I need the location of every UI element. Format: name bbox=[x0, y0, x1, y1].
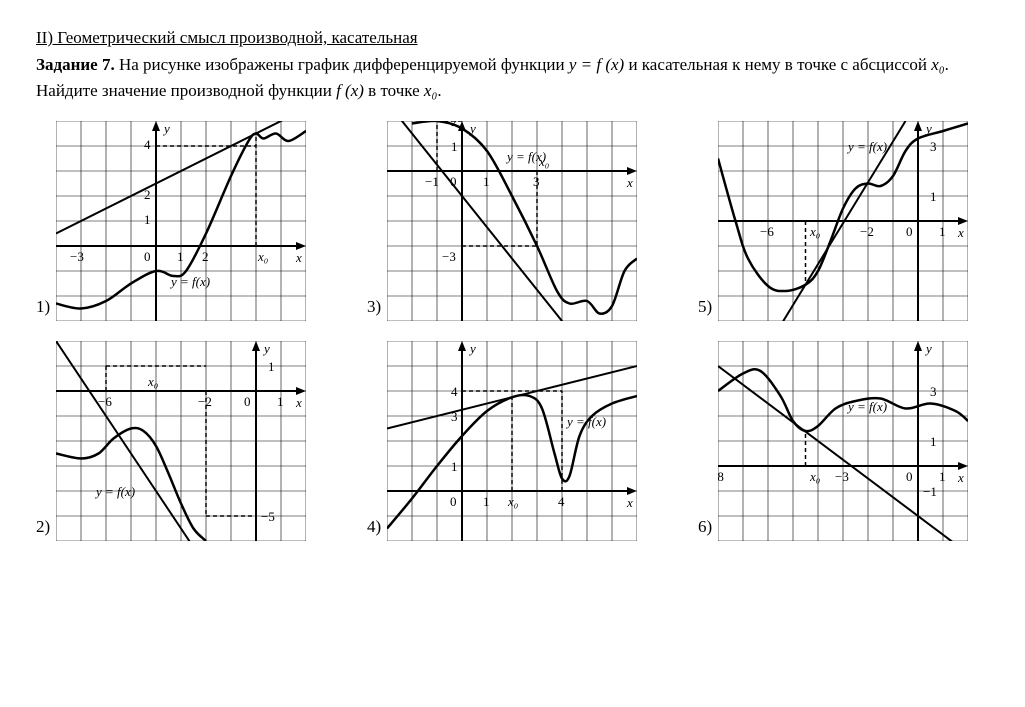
chart-svg-1: x y 1 2 4 1 2 −3 0 y = f(x) x₀ bbox=[56, 121, 306, 321]
svg-text:y: y bbox=[924, 121, 932, 136]
chart-svg-5: xy13−51−2−60y = f(x)x₀ bbox=[718, 121, 968, 321]
chart-cell-4: 4) x y 1 3 4 1 4 0 y = f(x) x₀ bbox=[367, 341, 658, 541]
svg-text:0: 0 bbox=[244, 394, 251, 409]
task-label: Задание 7. bbox=[36, 55, 115, 74]
svg-text:4: 4 bbox=[451, 384, 458, 399]
chart-number: 4) bbox=[367, 517, 381, 541]
svg-text:y: y bbox=[468, 341, 476, 356]
svg-text:1: 1 bbox=[483, 494, 490, 509]
svg-text:−5: −5 bbox=[261, 509, 275, 524]
svg-text:3: 3 bbox=[533, 174, 540, 189]
svg-text:x: x bbox=[957, 225, 964, 240]
chart-number: 3) bbox=[367, 297, 381, 321]
chart-cell-5: 5)xy13−51−2−60y = f(x)x₀ bbox=[698, 121, 989, 321]
svg-text:x₀: x₀ bbox=[257, 249, 268, 264]
svg-text:−6: −6 bbox=[760, 224, 774, 239]
svg-text:y = f(x): y = f(x) bbox=[169, 274, 210, 289]
svg-text:x: x bbox=[626, 495, 633, 510]
chart-cell-1: 1) x y 1 2 4 1 2 −3 0 y = f(x) x₀ bbox=[36, 121, 327, 321]
svg-text:2: 2 bbox=[202, 249, 209, 264]
svg-text:x₀: x₀ bbox=[507, 494, 518, 509]
svg-text:x₀: x₀ bbox=[809, 224, 820, 239]
chart-svg-4: x y 1 3 4 1 4 0 y = f(x) x₀ bbox=[387, 341, 637, 541]
svg-text:−2: −2 bbox=[860, 224, 874, 239]
svg-text:y = f(x): y = f(x) bbox=[846, 139, 887, 154]
svg-text:0: 0 bbox=[144, 249, 151, 264]
svg-text:0: 0 bbox=[450, 174, 457, 189]
svg-text:−3: −3 bbox=[835, 469, 849, 484]
svg-text:4: 4 bbox=[144, 137, 151, 152]
svg-text:x₀: x₀ bbox=[147, 374, 158, 389]
chart-cell-3: 3)xy12−313−10y = f(x)x₀ bbox=[367, 121, 658, 321]
svg-text:3: 3 bbox=[930, 384, 937, 399]
svg-text:y: y bbox=[262, 341, 270, 356]
svg-text:−6: −6 bbox=[98, 394, 112, 409]
chart-grid: 1)xy12412−30y = f(x)x₀3)xy12−313−10y = f… bbox=[36, 121, 989, 541]
chart-number: 5) bbox=[698, 297, 712, 321]
svg-text:1: 1 bbox=[939, 224, 946, 239]
chart-number: 1) bbox=[36, 297, 50, 321]
svg-text:0: 0 bbox=[906, 469, 913, 484]
chart-svg-3: xy12−313−10y = f(x)x₀ bbox=[387, 121, 637, 321]
svg-text:1: 1 bbox=[930, 434, 937, 449]
chart-number: 6) bbox=[698, 517, 712, 541]
svg-text:x: x bbox=[626, 175, 633, 190]
svg-text:2: 2 bbox=[144, 187, 151, 202]
chart-svg-6: xy13−11−3−80y = f(x)x₀ bbox=[718, 341, 968, 541]
svg-text:x₀: x₀ bbox=[809, 469, 820, 484]
section-heading: II) Геометрический смысл производной, ка… bbox=[36, 28, 989, 48]
svg-text:4: 4 bbox=[558, 494, 565, 509]
svg-text:x: x bbox=[295, 395, 302, 410]
svg-text:1: 1 bbox=[939, 469, 946, 484]
chart-cell-2: 2) x y 1 −5 1 −2 −6 0 y = f(x) x₀ bbox=[36, 341, 327, 541]
svg-text:1: 1 bbox=[930, 189, 937, 204]
svg-text:−1: −1 bbox=[425, 174, 439, 189]
svg-text:−8: −8 bbox=[718, 469, 724, 484]
svg-text:y: y bbox=[924, 341, 932, 356]
chart-svg-2: x y 1 −5 1 −2 −6 0 y = f(x) x₀ bbox=[56, 341, 306, 541]
svg-text:0: 0 bbox=[906, 224, 913, 239]
svg-text:1: 1 bbox=[483, 174, 490, 189]
svg-text:3: 3 bbox=[930, 139, 937, 154]
svg-text:x: x bbox=[957, 470, 964, 485]
svg-text:2: 2 bbox=[451, 121, 458, 129]
svg-text:y: y bbox=[162, 121, 170, 136]
task-text: Задание 7. На рисунке изображены график … bbox=[36, 52, 989, 103]
svg-text:1: 1 bbox=[144, 212, 151, 227]
svg-text:y = f(x): y = f(x) bbox=[846, 399, 887, 414]
svg-text:x₀: x₀ bbox=[538, 154, 549, 169]
svg-text:3: 3 bbox=[451, 409, 458, 424]
chart-number: 2) bbox=[36, 517, 50, 541]
svg-text:1: 1 bbox=[277, 394, 284, 409]
svg-text:y = f(x): y = f(x) bbox=[94, 484, 135, 499]
chart-cell-6: 6)xy13−11−3−80y = f(x)x₀ bbox=[698, 341, 989, 541]
svg-text:x: x bbox=[295, 250, 302, 265]
svg-text:y = f(x): y = f(x) bbox=[565, 414, 606, 429]
svg-text:1: 1 bbox=[268, 359, 275, 374]
svg-text:−2: −2 bbox=[198, 394, 212, 409]
svg-text:y: y bbox=[468, 121, 476, 136]
svg-text:0: 0 bbox=[450, 494, 457, 509]
svg-text:−3: −3 bbox=[70, 249, 84, 264]
svg-text:1: 1 bbox=[177, 249, 184, 264]
svg-text:1: 1 bbox=[451, 459, 458, 474]
svg-text:1: 1 bbox=[451, 139, 458, 154]
svg-text:−3: −3 bbox=[442, 249, 456, 264]
svg-text:−1: −1 bbox=[923, 484, 937, 499]
